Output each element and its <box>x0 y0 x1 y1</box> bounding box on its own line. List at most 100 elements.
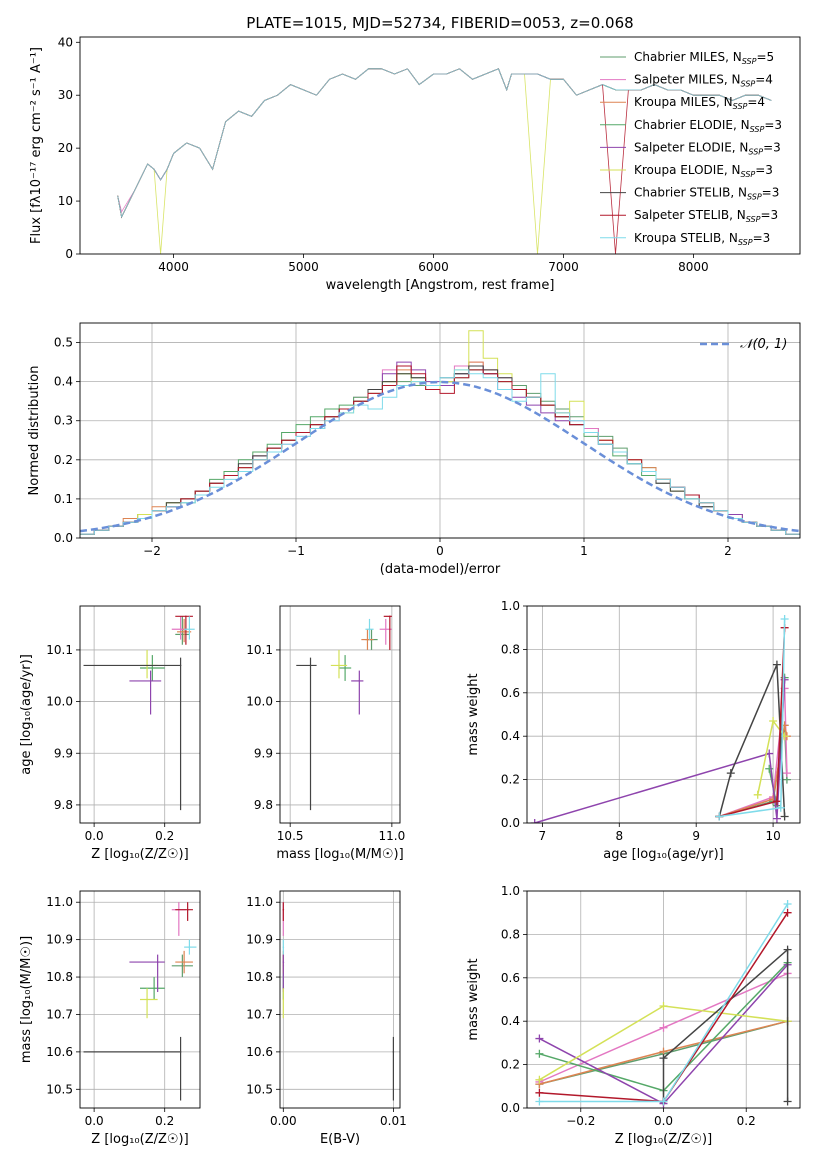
chart-spectrum: 4000 5000 6000 7000 8000 0 10 20 30 40 wavelength … <box>29 35 801 293</box>
data-point <box>183 631 185 633</box>
y-axis-label: mass weight <box>466 673 481 755</box>
legend-label: Chabrier ELODIE, NSSP=3 <box>634 118 782 134</box>
y-tick-label: 9.9 <box>54 746 73 760</box>
data-point <box>183 961 185 963</box>
y-tick-label: 10.1 <box>46 643 73 657</box>
data-point <box>753 790 762 799</box>
plot-area <box>530 615 791 823</box>
x-tick-label: 10 <box>765 829 780 843</box>
y-tick-label: 0.0 <box>501 816 520 830</box>
data-point <box>772 660 781 669</box>
x-tick-label: 6000 <box>418 260 449 274</box>
y-tick-label: 10.0 <box>246 695 273 709</box>
data-point <box>783 1097 792 1106</box>
x-axis-label: Z [log₁₀(Z/Z☉)] <box>91 847 188 862</box>
x-tick-label: 4000 <box>158 260 189 274</box>
data-point <box>309 664 312 667</box>
data-point <box>783 900 792 909</box>
legend-label: Kroupa MILES, NSSP=4 <box>634 95 765 111</box>
chart-residuals: −2 −1 0 1 2 0.0 0.1 0.2 0.3 0.4 0.5 (data-model)/er… <box>27 322 801 577</box>
x-axis-label: Z [log₁₀(Z/Z☉)] <box>615 1132 712 1147</box>
y-tick-label: 10.9 <box>246 933 273 947</box>
data-point <box>179 664 182 667</box>
plot-area <box>80 330 800 538</box>
x-axis-label: mass [log₁₀(M/M☉)] <box>276 847 403 862</box>
data-point <box>181 633 184 636</box>
y-tick-label: 0.0 <box>501 1101 520 1115</box>
x-tick-label: 7 <box>539 829 547 843</box>
y-tick-label: 10.7 <box>46 1007 73 1021</box>
chart-age_vs_Z: 0.0 0.2 9.8 9.9 10.0 10.1 Z [log₁₀(Z/Z☉)] age [… <box>19 605 201 862</box>
axes-frame <box>526 605 801 824</box>
chart-age_vs_mass: 10.5 11.0 9.8 9.9 10.0 10.1 mass [log₁₀(M/M☉)] <box>246 605 405 862</box>
x-tick-label: −2 <box>143 544 161 558</box>
axes-frame <box>526 890 801 1109</box>
data-point <box>776 803 785 812</box>
y-tick-label: 1.0 <box>501 599 520 613</box>
y-axis-label: Flux [fλ10⁻¹⁷ erg cm⁻² s⁻¹ A⁻¹] <box>29 47 44 244</box>
data-point <box>368 628 371 631</box>
data-point <box>769 717 778 726</box>
data-point <box>358 680 361 682</box>
y-tick-label: 10.5 <box>46 1082 73 1096</box>
data-point <box>384 628 387 631</box>
data-point <box>188 946 191 948</box>
x-tick-label: 0.2 <box>737 1114 756 1128</box>
data-point <box>780 615 789 624</box>
data-point <box>153 987 155 990</box>
axes-frame <box>279 890 401 1109</box>
y-tick-label: 0 <box>65 247 73 261</box>
y-tick-label: 10.6 <box>246 1045 273 1059</box>
data-point <box>535 1097 544 1106</box>
figure-title: PLATE=1015, MJD=52734, FIBERID=0053, z=0… <box>246 14 633 32</box>
x-tick-label: 5000 <box>288 260 319 274</box>
data-point <box>185 615 187 618</box>
y-tick-label: 0.6 <box>501 686 520 700</box>
spectrum-series-line <box>117 68 772 219</box>
y-tick-label: 0.8 <box>501 642 520 656</box>
data-point <box>782 769 791 778</box>
y-tick-label: 20 <box>58 141 73 155</box>
x-tick-label: 1 <box>580 544 588 558</box>
y-tick-label: 0.8 <box>501 927 520 941</box>
data-point <box>151 667 154 669</box>
y-tick-label: 0.4 <box>501 1014 520 1028</box>
x-axis-label: E(B-V) <box>320 1132 360 1147</box>
data-point <box>659 1002 668 1011</box>
chart-mass_vs_Z: 0.0 0.2 10.5 10.6 10.7 10.8 10.9 11.0 Z [log₁₀(Z… <box>19 890 201 1147</box>
legend-label: Kroupa STELIB, NSSP=3 <box>634 231 770 247</box>
data-point <box>659 1097 668 1106</box>
x-tick-label: 9 <box>692 829 700 843</box>
data-point <box>772 797 781 806</box>
x-tick-label: 0.00 <box>270 1114 297 1128</box>
data-point <box>179 628 182 631</box>
x-tick-label: 0 <box>436 544 444 558</box>
plot-area <box>535 900 792 1108</box>
data-point <box>338 664 340 667</box>
x-tick-label: 0.01 <box>380 1114 407 1128</box>
y-tick-label: 10.7 <box>246 1007 273 1021</box>
chart-mass_vs_EBV: 0.00 0.01 10.5 10.6 10.7 10.8 10.9 11.0 E(B-V) <box>246 890 407 1147</box>
y-tick-label: 0.4 <box>501 729 520 743</box>
y-tick-label: 0.0 <box>54 531 73 545</box>
y-tick-label: 10.8 <box>246 970 273 984</box>
plot-area <box>83 902 197 1101</box>
y-tick-label: 0.2 <box>501 773 520 787</box>
legend-label: Salpeter MILES, NSSP=4 <box>634 73 773 89</box>
data-point <box>780 812 789 821</box>
data-point <box>181 965 184 967</box>
chart-weight_vs_Z: −0.2 0.0 0.2 0.0 0.2 0.4 0.6 0.8 1.0 Z [log₁₀(Z/Z… <box>466 884 801 1147</box>
plot-area <box>296 615 392 811</box>
x-axis-label: Z [log₁₀(Z/Z☉)] <box>91 1132 188 1147</box>
data-point <box>188 628 191 631</box>
data-point <box>772 814 781 823</box>
y-axis-label: age [log₁₀(age/yr)] <box>19 654 34 775</box>
data-point <box>282 908 285 911</box>
data-point <box>344 667 346 669</box>
chart-weight_vs_age: 7 8 9 10 0.0 0.2 0.4 0.6 0.8 1.0 age [log₁₀(age/yr… <box>466 599 801 862</box>
axes-frame <box>79 322 801 539</box>
data-point <box>659 1054 668 1063</box>
data-point <box>156 961 159 963</box>
x-axis-label: wavelength [Angstrom, rest frame] <box>326 278 555 293</box>
